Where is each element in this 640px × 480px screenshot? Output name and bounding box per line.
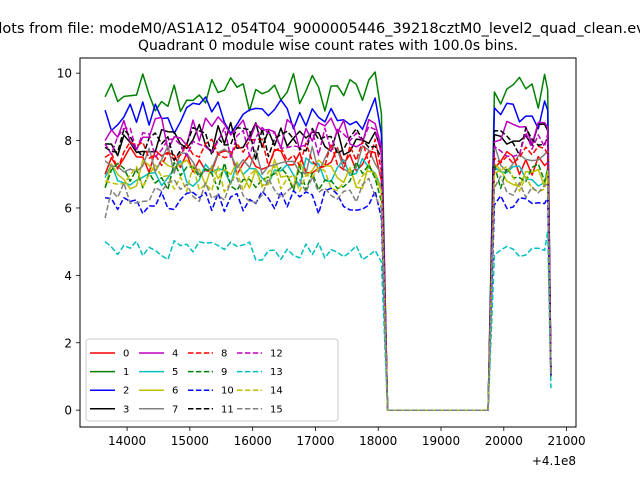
series-line-6 — [104, 158, 552, 411]
legend-label-1: 1 — [123, 367, 129, 378]
chart-title: Quadrant 0 module wise count rates with … — [138, 38, 518, 54]
y-tick-label: 6 — [64, 201, 72, 215]
legend-label-2: 2 — [123, 386, 129, 397]
legend-frame — [85, 338, 339, 422]
y-tick-label: 2 — [64, 336, 72, 350]
series-line-7 — [104, 143, 552, 411]
series-line-14 — [104, 164, 552, 411]
series-line-11 — [104, 126, 552, 411]
legend-label-11: 11 — [221, 404, 234, 415]
legend-label-6: 6 — [172, 386, 178, 397]
series-line-2 — [104, 96, 552, 411]
x-tick-label: 19000 — [422, 434, 460, 448]
y-tick-label: 0 — [64, 404, 72, 418]
series-line-15 — [104, 175, 552, 411]
legend-label-7: 7 — [172, 404, 178, 415]
x-axis-offset-label: +4.1e8 — [532, 454, 576, 468]
legend-label-13: 13 — [270, 367, 283, 378]
series-line-9 — [104, 161, 552, 411]
series-line-12 — [104, 125, 552, 411]
plot-area-lines — [104, 71, 552, 411]
legend-label-0: 0 — [123, 349, 129, 360]
x-tick-label: 15000 — [171, 434, 209, 448]
legend-label-8: 8 — [221, 349, 227, 360]
y-axis: 0 2 4 6 8 10 — [57, 67, 80, 418]
legend-label-9: 9 — [221, 367, 227, 378]
legend-label-12: 12 — [270, 349, 283, 360]
x-tick-label: 16000 — [234, 434, 272, 448]
figure-suptitle: Plots from file: modeM0/AS1A12_054T04_90… — [0, 21, 640, 37]
series-line-13 — [104, 230, 552, 411]
legend-label-14: 14 — [270, 386, 283, 397]
x-tick-label: 14000 — [108, 434, 146, 448]
plot-frame — [79, 57, 577, 428]
legend-label-10: 10 — [221, 386, 234, 397]
series-line-1 — [104, 71, 552, 411]
series-line-4 — [104, 116, 552, 411]
x-tick-label: 17000 — [296, 434, 334, 448]
y-tick-label: 4 — [64, 269, 72, 283]
x-tick-label: 21000 — [547, 434, 585, 448]
x-axis: 14000 15000 16000 17000 18000 19000 20000 21000 — [108, 427, 586, 448]
x-tick-label: 18000 — [359, 434, 397, 448]
y-tick-label: 8 — [64, 134, 72, 148]
series-line-10 — [105, 187, 552, 411]
legend-label-15: 15 — [270, 404, 283, 415]
legend-label-4: 4 — [172, 349, 178, 360]
series-line-5 — [104, 157, 552, 411]
y-tick-label: 10 — [57, 67, 72, 81]
legend-label-3: 3 — [123, 404, 129, 415]
legend-label-5: 5 — [172, 367, 178, 378]
x-tick-label: 20000 — [485, 434, 523, 448]
series-line-8 — [104, 138, 552, 411]
